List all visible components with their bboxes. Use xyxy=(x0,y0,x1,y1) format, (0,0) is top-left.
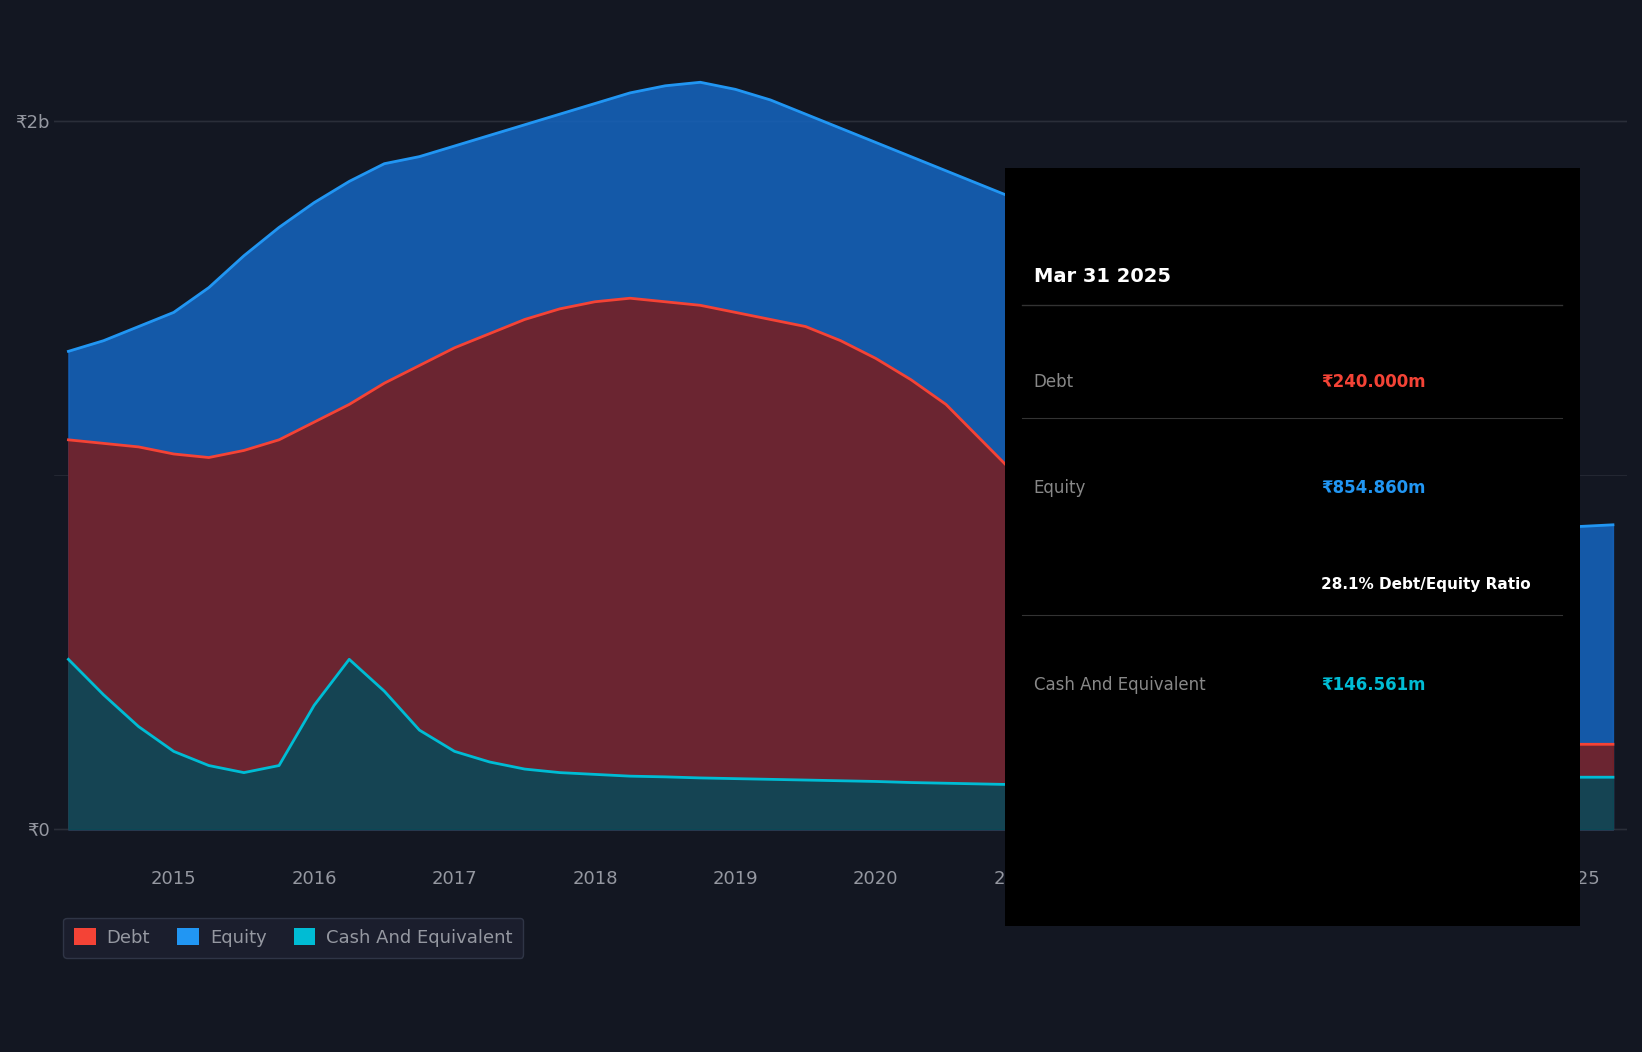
Text: Cash And Equivalent: Cash And Equivalent xyxy=(1034,675,1205,694)
Text: Equity: Equity xyxy=(1034,479,1085,497)
Legend: Debt, Equity, Cash And Equivalent: Debt, Equity, Cash And Equivalent xyxy=(64,917,524,957)
Text: ₹240.000m: ₹240.000m xyxy=(1322,372,1425,391)
Text: ₹146.561m: ₹146.561m xyxy=(1322,675,1425,694)
Text: Debt: Debt xyxy=(1034,372,1074,391)
Text: ₹854.860m: ₹854.860m xyxy=(1322,479,1425,497)
Text: 28.1% Debt/Equity Ratio: 28.1% Debt/Equity Ratio xyxy=(1322,578,1530,592)
Text: Mar 31 2025: Mar 31 2025 xyxy=(1034,267,1171,286)
